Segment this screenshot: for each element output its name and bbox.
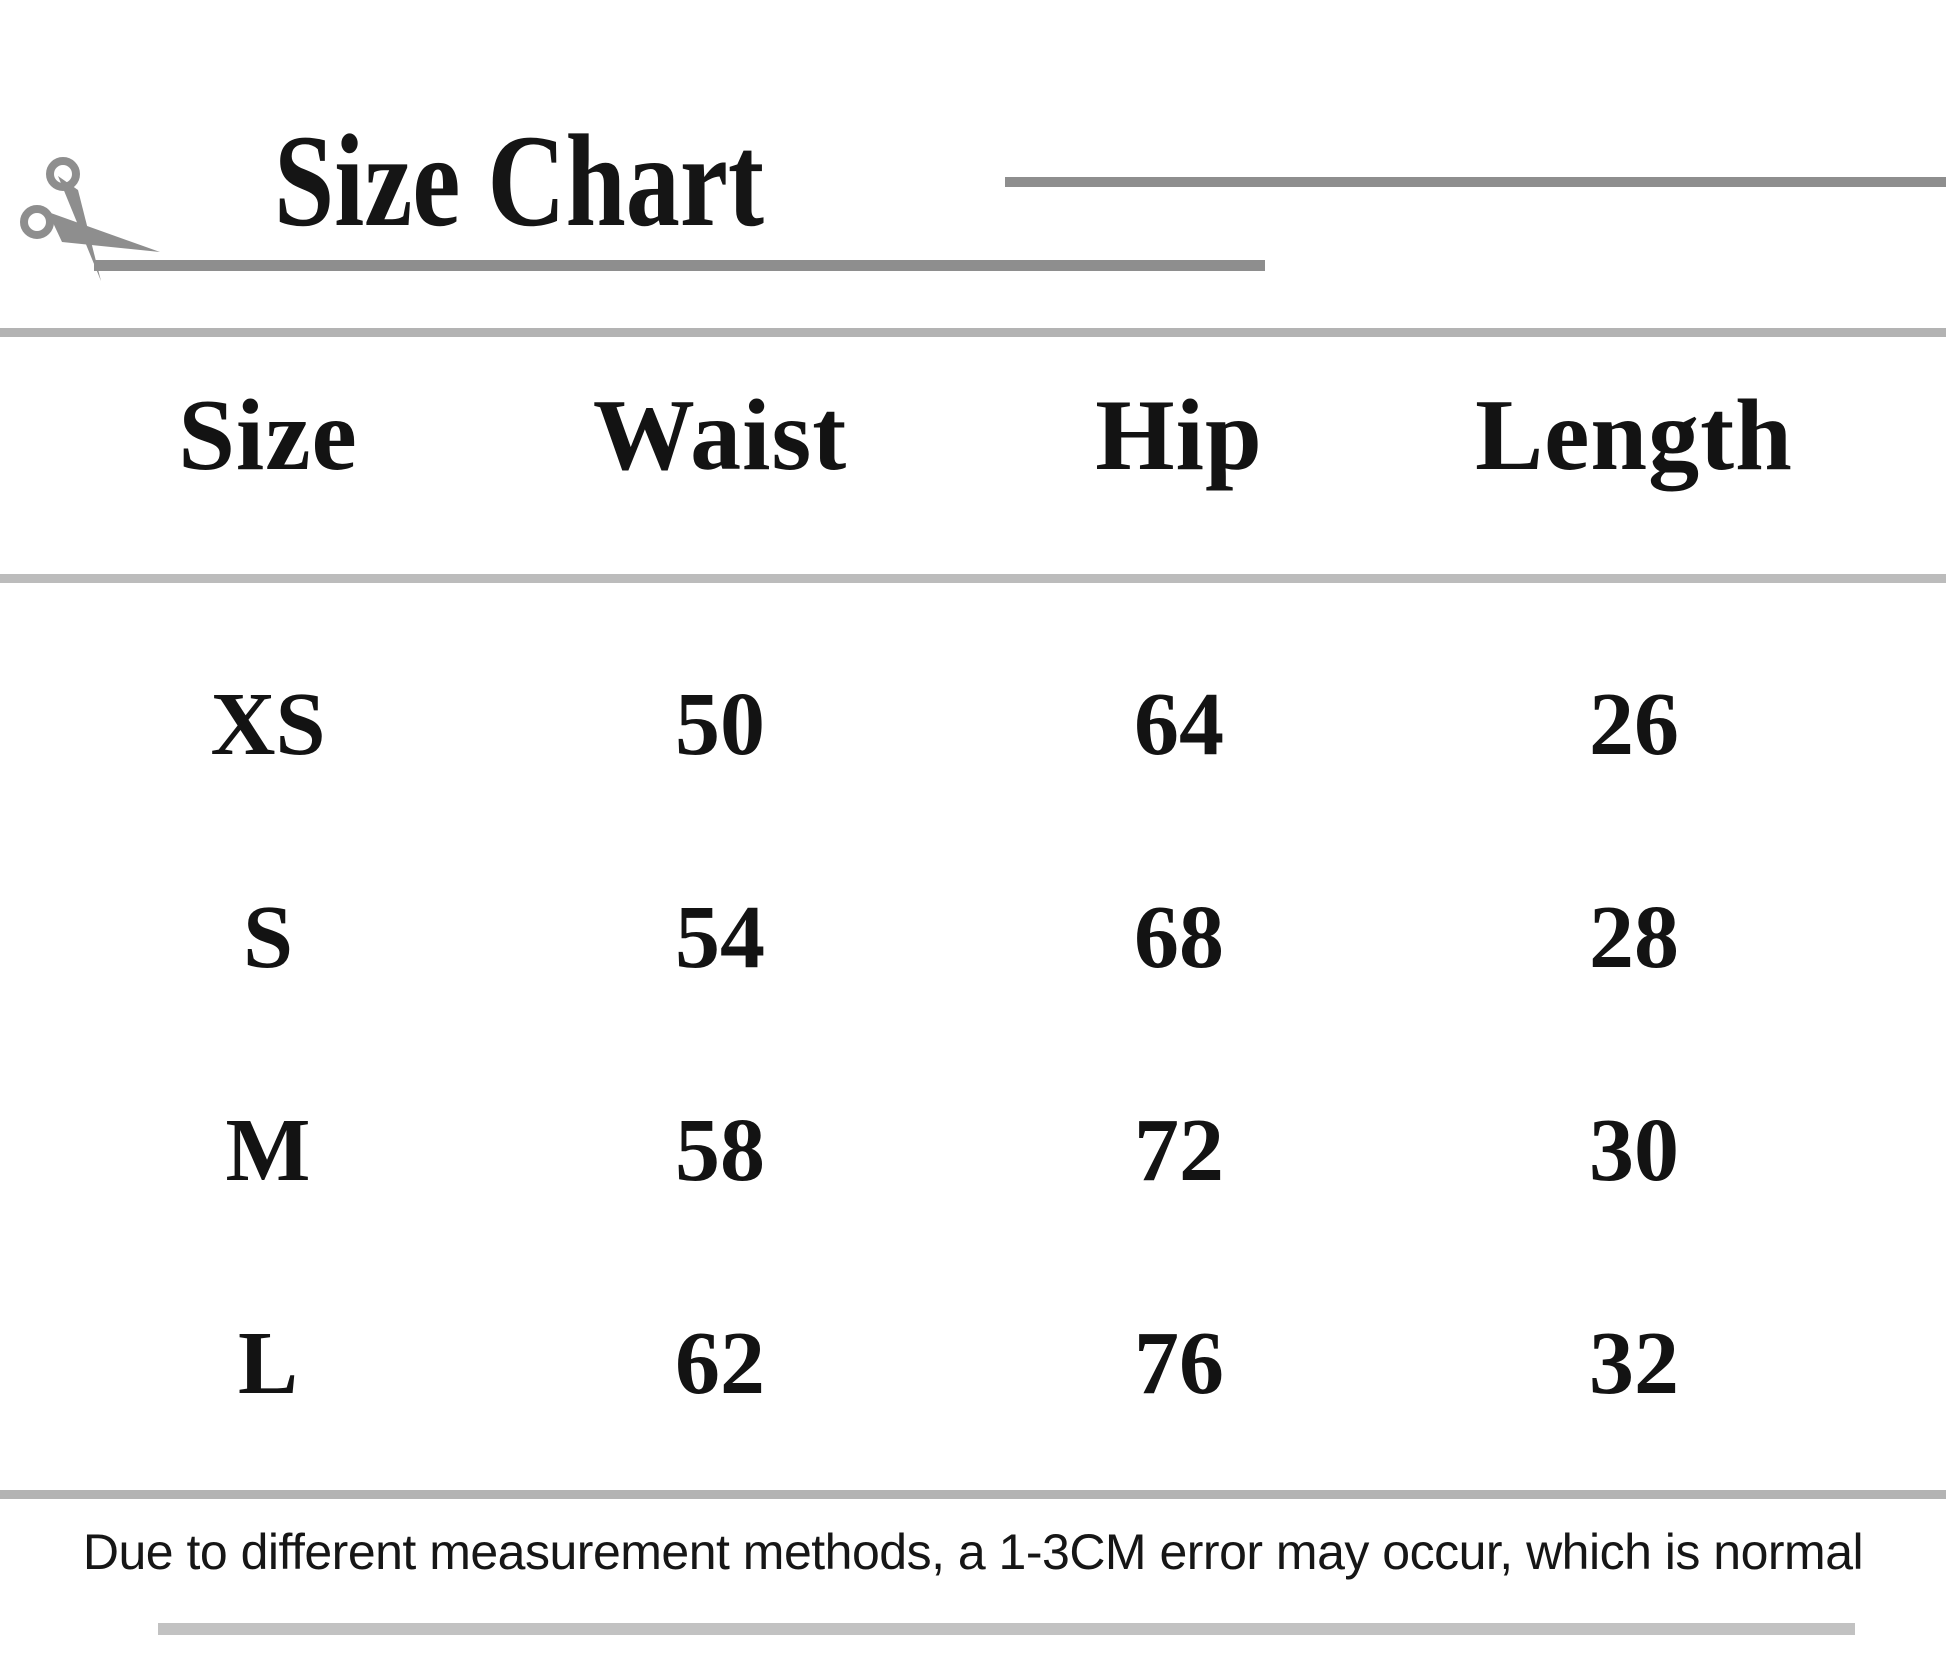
cell-waist: 54: [675, 887, 765, 987]
title-underline-rule: [94, 260, 1265, 271]
table-row-s: S 54 68 28: [36, 831, 1850, 1044]
column-header-length: Length: [1475, 379, 1793, 492]
cell-length: 30: [1589, 1100, 1679, 1200]
column-header-waist: Waist: [592, 379, 848, 492]
scissors-handle-top: [46, 157, 80, 191]
bottom-rule: [158, 1623, 1855, 1635]
cell-size: L: [237, 1313, 299, 1413]
cell-hip: 72: [1134, 1100, 1224, 1200]
cell-length: 26: [1589, 674, 1679, 774]
cell-length: 32: [1589, 1313, 1679, 1413]
cell-size: XS: [210, 674, 326, 774]
scissors-blades: [48, 176, 160, 281]
scissors-handle-bottom: [20, 205, 54, 239]
cell-waist: 58: [675, 1100, 765, 1200]
cell-size: M: [225, 1100, 311, 1200]
table-row-l: L 62 76 32: [36, 1257, 1850, 1470]
footer-top-divider: [0, 1490, 1946, 1499]
scissors-icon: [20, 157, 160, 281]
table-row-xs: XS 50 64 26: [36, 618, 1850, 831]
cell-hip: 76: [1134, 1313, 1224, 1413]
header-bottom-divider: [0, 574, 1946, 583]
title-right-rule: [1005, 177, 1946, 187]
cell-size: S: [242, 887, 294, 987]
cell-waist: 50: [675, 674, 765, 774]
cell-length: 28: [1589, 887, 1679, 987]
cell-hip: 68: [1134, 887, 1224, 987]
cell-waist: 62: [675, 1313, 765, 1413]
measurement-note: Due to different measurement methods, a …: [82, 1524, 1864, 1580]
page-title: Size Chart: [274, 107, 764, 254]
column-header-hip: Hip: [1095, 379, 1263, 492]
table-body: XS 50 64 26 S 54 68 28 M 58 72 30 L 62 7…: [36, 618, 1850, 1470]
table-top-divider: [0, 328, 1946, 337]
cell-hip: 64: [1134, 674, 1224, 774]
table-header-row: Size Waist Hip Length: [36, 385, 1850, 487]
table-row-m: M 58 72 30: [36, 1044, 1850, 1257]
column-header-size: Size: [178, 379, 358, 492]
